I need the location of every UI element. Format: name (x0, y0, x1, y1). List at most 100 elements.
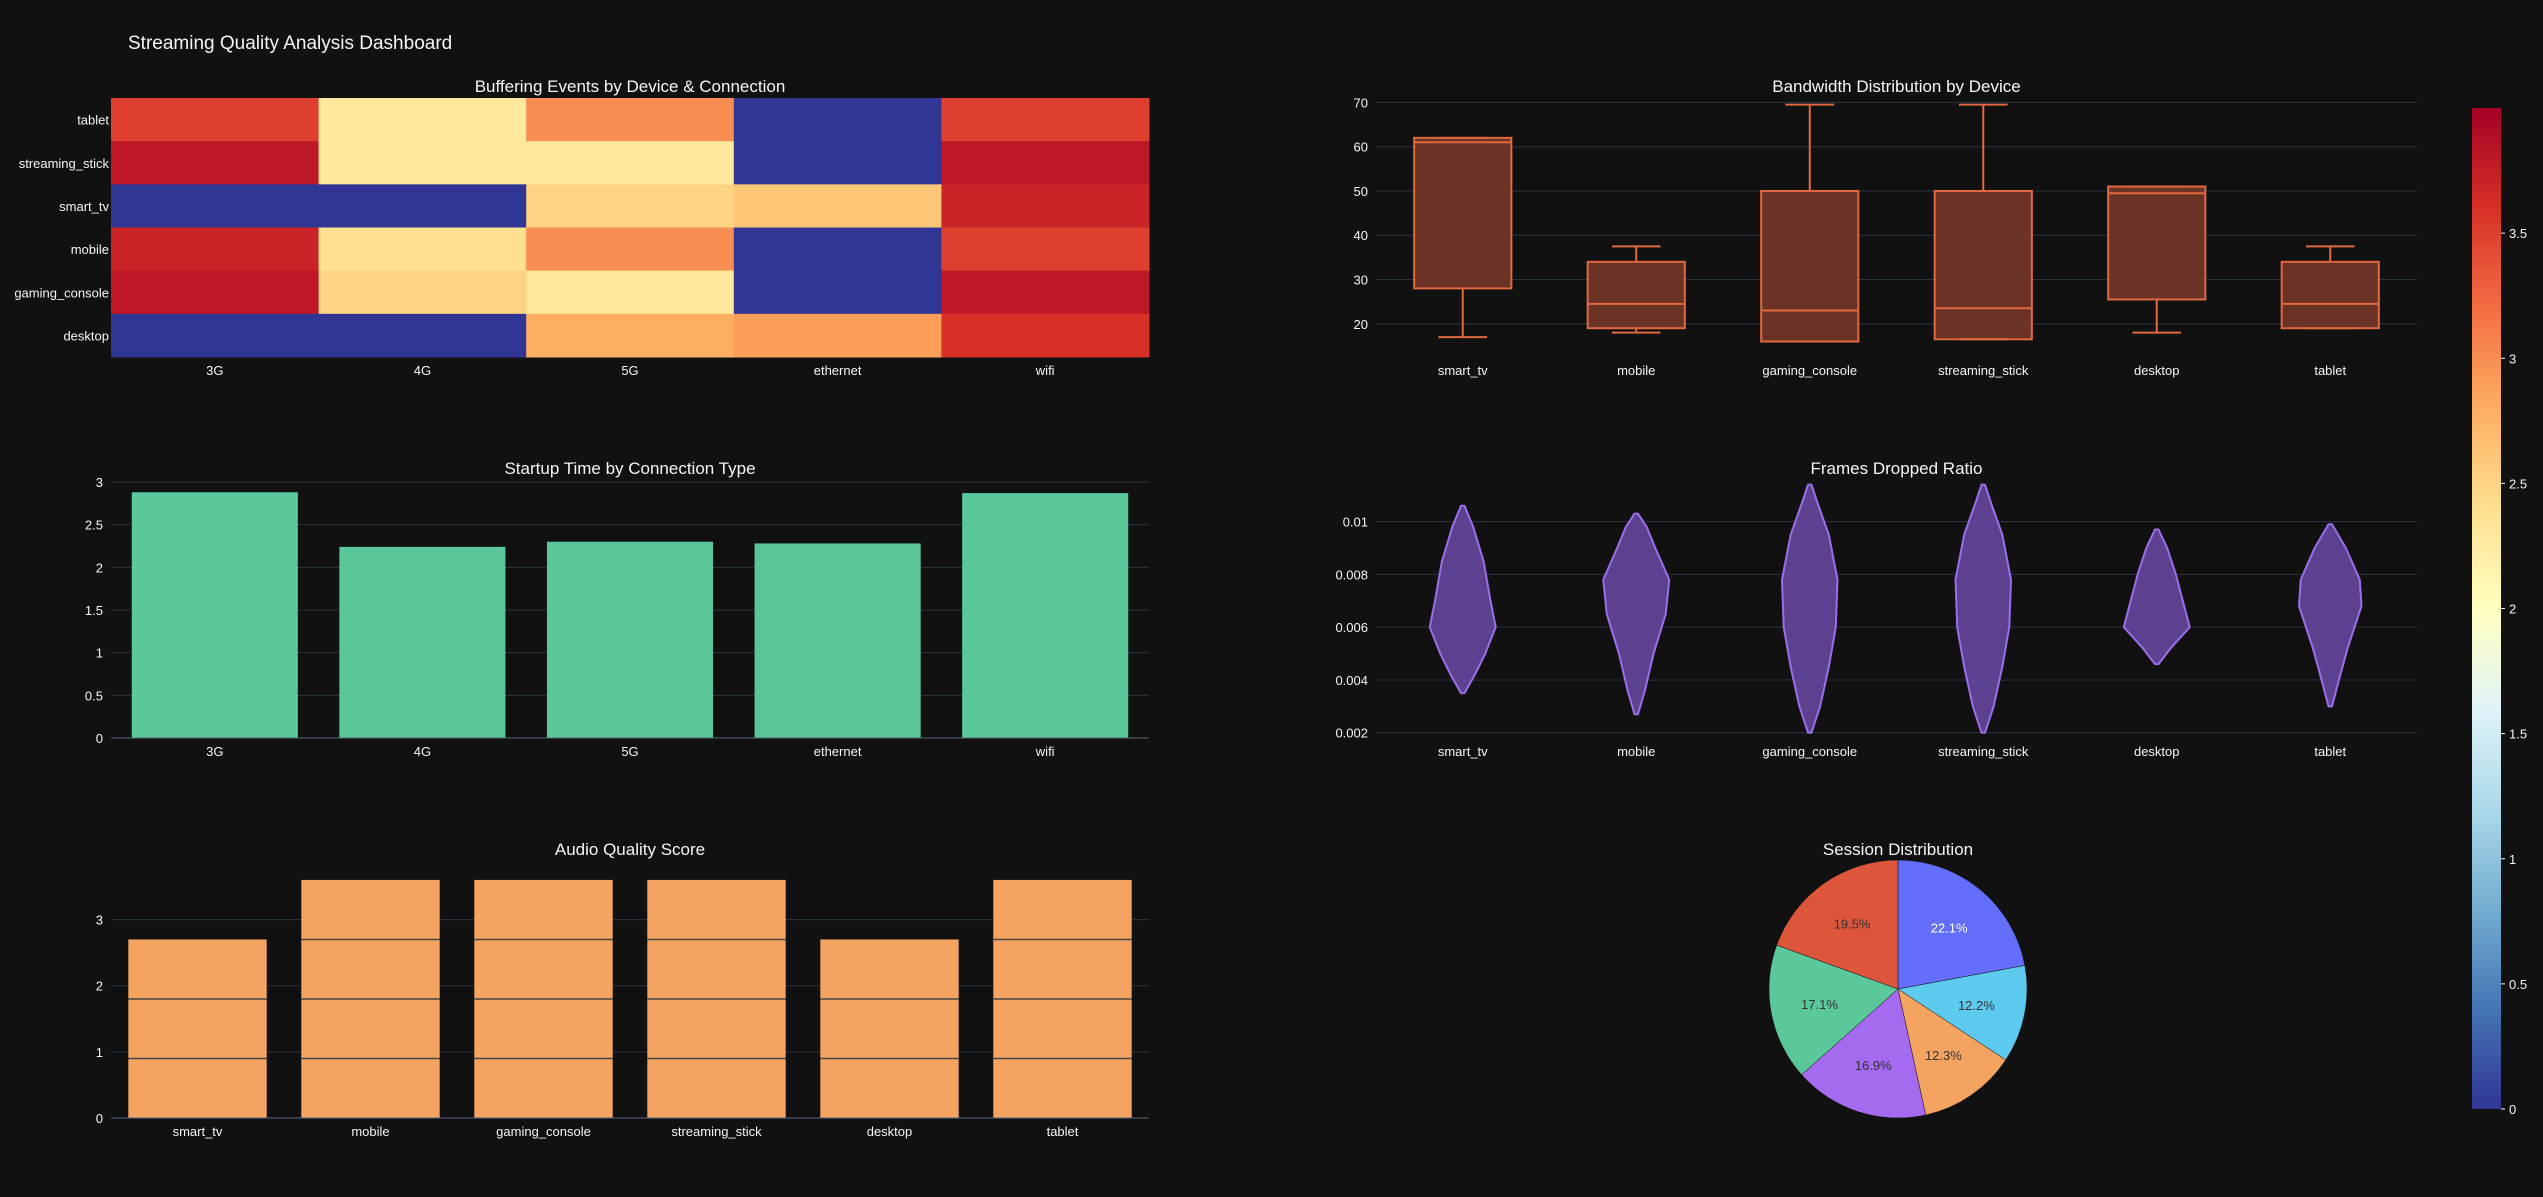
heatmap-cell (526, 184, 735, 228)
heatmap-cell (111, 98, 320, 142)
colorbar-tick-label: 2 (2509, 602, 2516, 617)
heatmap-cell (526, 313, 735, 358)
heatmap-ytick-label: mobile (71, 242, 109, 257)
box-ytick-label: 30 (1354, 273, 1368, 288)
heatmap-cell (526, 141, 735, 185)
violin-title: Frames Dropped Ratio (1811, 459, 1983, 478)
heatmap-cell (733, 313, 942, 358)
pie-slice-label: 12.2% (1958, 998, 1995, 1013)
heatmap-cell (318, 184, 527, 228)
heatmap-cell (318, 270, 527, 315)
heatmap-ytick-label: streaming_stick (19, 156, 110, 171)
audio-bar (820, 939, 959, 1118)
startup-bar (546, 541, 714, 738)
violin-xtick-label: desktop (2134, 744, 2180, 759)
box-iqr (1933, 189, 2033, 341)
heatmap-ytick-label: desktop (63, 328, 109, 343)
box-xtick-label: streaming_stick (1938, 363, 2029, 378)
box-ytick-label: 60 (1354, 140, 1368, 155)
violin-xtick-label: mobile (1617, 744, 1655, 759)
violin-shape (1428, 504, 1497, 695)
pie-slice-label: 16.9% (1855, 1058, 1892, 1073)
heatmap-cell (941, 141, 1150, 185)
colorbar-tick-label: 1.5 (2509, 727, 2527, 742)
colorbar-tick-label: 1 (2509, 852, 2516, 867)
startup-ytick-label: 3 (96, 475, 103, 490)
heatmap-ytick-label: gaming_console (14, 285, 109, 300)
heatmap-cell (941, 270, 1150, 315)
box-title: Bandwidth Distribution by Device (1772, 77, 2021, 96)
audio-xtick-label: streaming_stick (671, 1124, 762, 1139)
startup-bar (131, 492, 298, 738)
colorbar-tick-label: 2.5 (2509, 476, 2527, 491)
charts-layer: Buffering Events by Device & Connection t… (14, 77, 2527, 1139)
violin-ytick-label: 0.006 (1335, 620, 1368, 635)
violin-ytick-label: 0.008 (1335, 567, 1368, 582)
box-ytick-label: 40 (1354, 228, 1368, 243)
colorbar-tick-label: 3 (2509, 351, 2516, 366)
violin-ytick-label: 0.01 (1343, 515, 1368, 530)
pie-slice-label: 22.1% (1931, 920, 1968, 935)
box-xtick-label: mobile (1617, 363, 1655, 378)
pie-slice (1776, 859, 1899, 990)
violin-xtick-label: smart_tv (1438, 744, 1488, 759)
heatmap-xtick-label: 5G (621, 363, 638, 378)
heatmap-xtick-label: 3G (206, 363, 223, 378)
box-xtick-label: tablet (2314, 363, 2346, 378)
startup-xtick-label: ethernet (814, 744, 862, 759)
pie-slice (1897, 859, 2026, 990)
violin-xtick-label: streaming_stick (1938, 744, 2029, 759)
startup-xtick-label: 5G (621, 744, 638, 759)
box-iqr (2107, 185, 2207, 301)
heatmap-xtick-label: ethernet (814, 363, 862, 378)
violin-shape (2298, 523, 2363, 708)
heatmap-cell (526, 270, 735, 315)
heatmap-cell (941, 184, 1150, 228)
heatmap-cell (941, 227, 1150, 272)
startup-ytick-label: 0.5 (85, 688, 103, 703)
violin-shape (1780, 483, 1839, 734)
heatmap-cell (318, 141, 527, 185)
box-xtick-label: smart_tv (1438, 363, 1488, 378)
startup-title: Startup Time by Connection Type (504, 459, 755, 478)
audio-title: Audio Quality Score (555, 840, 705, 859)
colorbar (2472, 108, 2501, 1109)
heatmap-cell (318, 98, 527, 142)
violin-xtick-label: gaming_console (1762, 744, 1857, 759)
box-iqr (1760, 189, 1860, 343)
box-ytick-label: 50 (1354, 184, 1368, 199)
audio-bar (128, 939, 267, 1118)
heatmap-cell (733, 227, 942, 272)
heatmap-cell (941, 313, 1150, 358)
heatmap-ytick-label: smart_tv (59, 199, 109, 214)
startup-xtick-label: wifi (1035, 744, 1055, 759)
heatmap-xtick-label: wifi (1035, 363, 1055, 378)
pie-slice-label: 12.3% (1925, 1048, 1962, 1063)
box-ytick-label: 70 (1354, 95, 1368, 110)
pie-slice (1801, 988, 1927, 1119)
heatmap-cell (733, 184, 942, 228)
box-iqr (1413, 136, 1513, 290)
colorbar-tick-label: 0.5 (2509, 977, 2527, 992)
startup-bar (339, 546, 506, 738)
pie-slice-label: 17.1% (1801, 997, 1838, 1012)
audio-ytick-label: 2 (96, 979, 103, 994)
heatmap-cell (733, 98, 942, 142)
heatmap-cell (318, 313, 527, 358)
heatmap-cell (941, 98, 1150, 142)
colorbar-tick-label: 0 (2509, 1102, 2516, 1117)
heatmap-cell (111, 184, 320, 228)
heatmap-title: Buffering Events by Device & Connection (475, 77, 786, 96)
heatmap-ytick-label: tablet (77, 113, 109, 128)
violin-shape (1602, 512, 1671, 716)
startup-ytick-label: 2 (96, 560, 103, 575)
audio-xtick-label: desktop (867, 1124, 913, 1139)
audio-xtick-label: smart_tv (173, 1124, 223, 1139)
box-iqr (1586, 260, 1686, 330)
box-iqr (2280, 260, 2380, 330)
heatmap-cell (318, 227, 527, 272)
violin-ytick-label: 0.004 (1335, 673, 1368, 688)
heatmap-cell (526, 98, 735, 142)
startup-xtick-label: 4G (414, 744, 431, 759)
